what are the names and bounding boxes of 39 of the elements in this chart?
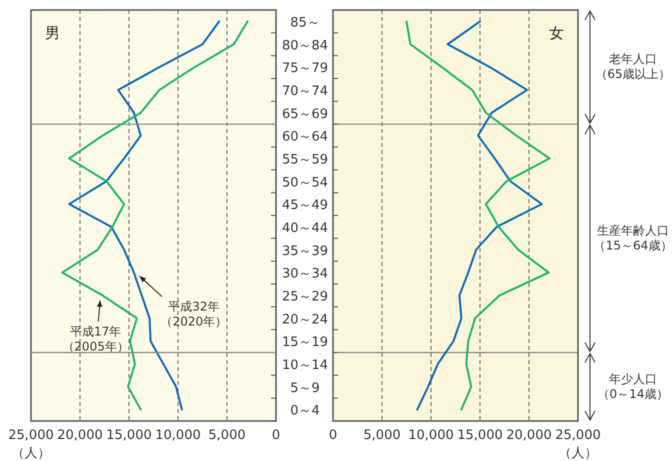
x-tick-label: 0 xyxy=(272,428,280,443)
y-tick-label: 35～39 xyxy=(282,244,328,259)
y-tick-label: 5～9 xyxy=(290,380,320,396)
y-tick-label: 65～69 xyxy=(282,106,328,122)
y-tick-label: 75～79 xyxy=(282,61,328,76)
y-tick-label: 25～29 xyxy=(282,289,328,304)
x-tick-label: 10,000 xyxy=(408,428,454,443)
x-tick-label: 25,000 xyxy=(555,428,601,443)
x-tick-label: 5,000 xyxy=(363,428,401,443)
y-tick-label: 80～84 xyxy=(282,38,328,54)
band-label: 生産年齢人口（15～64歳） xyxy=(594,223,672,252)
x-tick-label: 15,000 xyxy=(457,428,503,443)
x-tick-label: 15,000 xyxy=(106,428,152,443)
y-tick-label: 10～14 xyxy=(282,358,328,373)
y-tick-label: 85～ xyxy=(290,15,320,30)
x-tick-label: 0 xyxy=(328,428,338,443)
y-tick-label: 20～24 xyxy=(282,312,328,328)
annotation: 平成32年（2020年） xyxy=(160,300,228,329)
text: 男 xyxy=(45,24,60,42)
band-label: 年少人口（0～14歳） xyxy=(598,372,668,401)
x-tick-label: 20,000 xyxy=(506,428,552,443)
y-tick-label: 70～74 xyxy=(282,84,328,99)
y-tick-label: 15～19 xyxy=(282,335,328,350)
y-tick-label: 0～4 xyxy=(290,404,320,419)
x-axis-title: （人） xyxy=(12,446,50,461)
x-tick-label: 5,000 xyxy=(208,428,246,443)
y-tick-label: 40～44 xyxy=(282,220,328,236)
text: 女 xyxy=(549,24,564,42)
x-tick-label: 25,000 xyxy=(8,428,54,443)
x-axis-title: （人） xyxy=(558,446,598,461)
y-tick-label: 30～34 xyxy=(282,266,328,282)
y-tick-label: 60～64 xyxy=(282,130,328,145)
y-tick-label: 50～54 xyxy=(282,175,328,190)
y-tick-label: 45～49 xyxy=(282,198,328,214)
annotation: 平成17年（2005年） xyxy=(62,324,129,354)
x-tick-label: 10,000 xyxy=(155,428,201,443)
x-tick-label: 20,000 xyxy=(57,428,103,443)
band-label: 老年人口（65歳以上） xyxy=(595,52,671,82)
y-tick-label: 55～59 xyxy=(282,152,328,168)
